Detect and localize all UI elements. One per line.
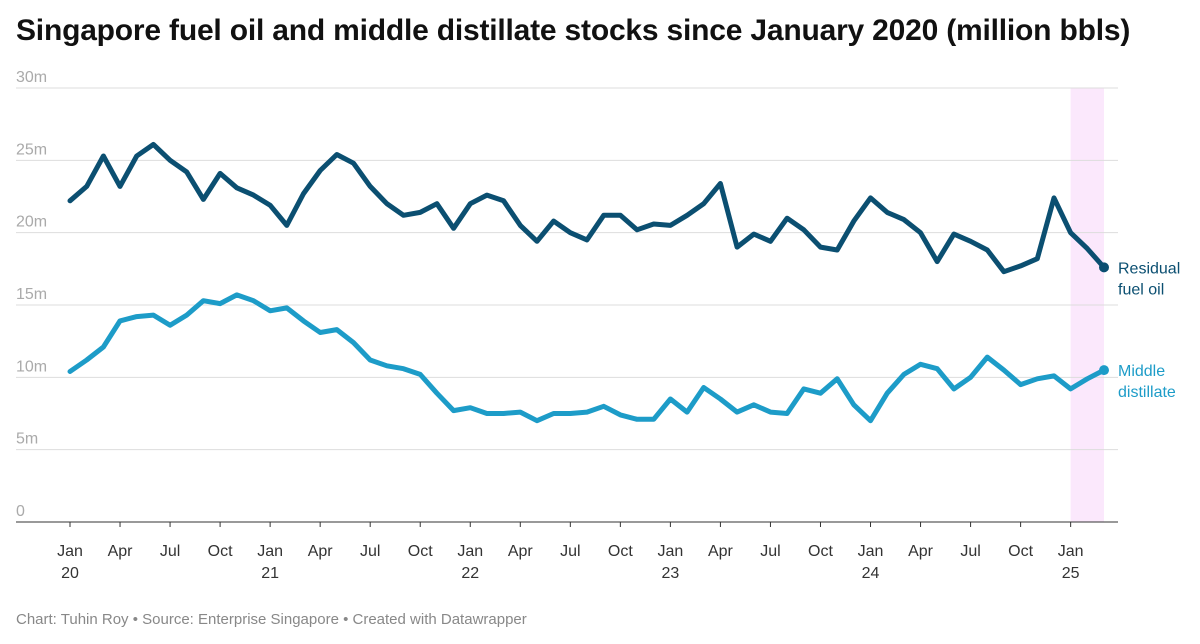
chart-footer: Chart: Tuhin Roy • Source: Enterprise Si…: [16, 611, 527, 628]
chart-title: Singapore fuel oil and middle distillate…: [16, 14, 1131, 47]
series-end-point: [1099, 262, 1109, 273]
y-tick-label: 15m: [16, 286, 47, 303]
x-tick-label: Jan: [457, 543, 483, 560]
x-tick-label: Oct: [1008, 543, 1033, 560]
y-tick-label: 10m: [16, 358, 47, 375]
series-lines: [67, 141, 1109, 424]
x-tick-label: Oct: [608, 543, 633, 560]
x-tick-year-label: 20: [61, 565, 79, 582]
x-tick-label: Jul: [160, 543, 180, 560]
y-axis-ticks: 0 5m 10m 15m 20m 25m 30m: [16, 69, 47, 520]
series-label: fuel oil: [1118, 281, 1164, 298]
gridlines: [16, 87, 1118, 451]
x-tick-label: Jan: [657, 543, 683, 560]
x-tick-label: Oct: [808, 543, 833, 560]
x-tick-label: Apr: [508, 543, 534, 560]
y-tick-label: 25m: [16, 141, 47, 158]
x-tick-year-label: 22: [461, 565, 479, 582]
x-tick-label: Oct: [208, 543, 233, 560]
series-labels: Residual fuel oil Middle distillate: [1118, 260, 1180, 401]
x-tick-year-label: 25: [1062, 565, 1080, 582]
x-axis: Jan 20 Apr Jul Oct Jan 21 Apr Jul Oct Jan 22 Apr Jul O…: [16, 521, 1118, 582]
x-tick-label: Jan: [1058, 543, 1084, 560]
x-tick-label: Jan: [858, 543, 884, 560]
x-tick-label: Jul: [960, 543, 980, 560]
x-tick-label: Apr: [308, 543, 334, 560]
series-label: Residual: [1118, 260, 1180, 277]
x-tick-year-label: 24: [862, 565, 880, 582]
series-line: [67, 141, 1107, 275]
x-tick-year-label: 23: [661, 565, 679, 582]
y-tick-label: 5m: [16, 431, 38, 448]
series-line: [67, 292, 1107, 424]
series-end-point: [1099, 365, 1109, 376]
series-label: Middle: [1118, 363, 1165, 380]
x-tick-year-label: 21: [261, 565, 279, 582]
y-tick-label: 0: [16, 503, 25, 520]
x-tick-label: Jan: [257, 543, 283, 560]
x-tick-label: Apr: [708, 543, 734, 560]
x-tick-label: Oct: [408, 543, 433, 560]
x-tick-label: Jan: [57, 543, 83, 560]
x-tick-label: Jul: [360, 543, 380, 560]
x-tick-label: Jul: [560, 543, 580, 560]
series-label: distillate: [1118, 384, 1176, 401]
x-tick-label: Jul: [760, 543, 780, 560]
x-tick-label: Apr: [108, 543, 134, 560]
x-tick-label: Apr: [908, 543, 934, 560]
y-tick-label: 20m: [16, 214, 47, 231]
y-tick-label: 30m: [16, 69, 47, 86]
